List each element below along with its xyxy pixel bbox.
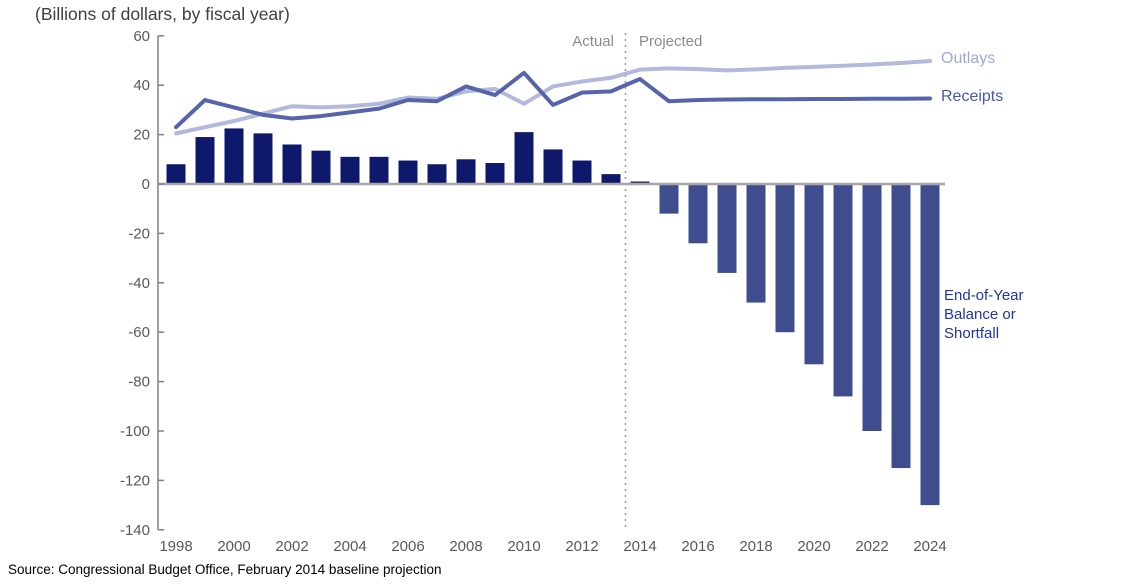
- balance-bar-2012: [572, 160, 592, 184]
- balance-bar-2015: [659, 184, 679, 214]
- balance-series-label: End-of-Year Balance or Shortfall: [944, 286, 1024, 343]
- balance-bar-2001: [253, 133, 273, 184]
- x-tick-label: 2012: [565, 538, 598, 555]
- balance-bar-2022: [862, 184, 882, 431]
- balance-bar-2013: [601, 174, 621, 184]
- x-tick-label: 2014: [623, 538, 656, 555]
- x-tick-label: 2016: [681, 538, 714, 555]
- balance-bar-2000: [224, 128, 244, 184]
- balance-bar-2003: [311, 150, 331, 184]
- balance-bar-2009: [485, 163, 505, 184]
- x-tick-label: 2000: [217, 538, 250, 555]
- balance-bar-2024: [920, 184, 940, 506]
- balance-label-line2: Balance or: [944, 306, 1016, 323]
- balance-bar-2006: [398, 160, 418, 184]
- y-tick-label: -80: [128, 374, 150, 391]
- receipts-line: [174, 70, 932, 130]
- balance-bar-2007: [427, 164, 447, 184]
- y-tick-label: -100: [120, 423, 150, 440]
- y-tick-label: -60: [128, 324, 150, 341]
- x-tick-label: 2006: [391, 538, 424, 555]
- balance-label-line1: End-of-Year: [944, 287, 1024, 304]
- x-tick-label: 2018: [739, 538, 772, 555]
- balance-bar-1999: [195, 137, 215, 184]
- balance-bar-2019: [775, 184, 795, 333]
- x-tick-label: 2002: [275, 538, 308, 555]
- y-tick-label: 0: [142, 176, 150, 193]
- balance-bar-2005: [369, 156, 389, 184]
- x-tick-label: 1998: [159, 538, 192, 555]
- x-tick-label: 2022: [855, 538, 888, 555]
- y-tick-label: 60: [133, 28, 150, 45]
- chart-title: (Billions of dollars, by fiscal year): [35, 4, 290, 24]
- projected-zone-label: Projected: [639, 33, 703, 50]
- source-attribution: Source: Congressional Budget Office, Feb…: [8, 562, 442, 577]
- x-tick-label: 2004: [333, 538, 366, 555]
- x-tick-label: 2020: [797, 538, 830, 555]
- balance-bar-2016: [688, 184, 708, 244]
- balance-bar-2002: [282, 144, 302, 184]
- y-tick-label: -40: [128, 275, 150, 292]
- balance-bar-2021: [833, 184, 853, 397]
- x-tick-label: 2008: [449, 538, 482, 555]
- balance-bar-1998: [166, 164, 186, 184]
- y-tick-label: -140: [120, 522, 150, 539]
- y-tick-label: -20: [128, 225, 150, 242]
- y-tick-label: 20: [133, 127, 150, 144]
- y-tick-label: -120: [120, 472, 150, 489]
- x-tick-label: 2024: [913, 538, 946, 555]
- x-tick-label: 2010: [507, 538, 540, 555]
- balance-bar-2017: [717, 184, 737, 273]
- balance-label-line3: Shortfall: [944, 325, 1000, 342]
- balance-bar-2023: [891, 184, 911, 469]
- balance-bar-2011: [543, 149, 563, 184]
- balance-bar-2010: [514, 132, 534, 184]
- balance-bar-2020: [804, 184, 824, 365]
- balance-bar-2004: [340, 156, 360, 184]
- receipts-series-label: Receipts: [941, 88, 1004, 105]
- actual-zone-label: Actual: [572, 33, 614, 50]
- y-tick-label: 40: [133, 77, 150, 94]
- balance-bar-2008: [456, 159, 476, 184]
- balance-bar-2018: [746, 184, 766, 303]
- outlays-line: [174, 58, 932, 136]
- outlays-series-label: Outlays: [941, 50, 996, 67]
